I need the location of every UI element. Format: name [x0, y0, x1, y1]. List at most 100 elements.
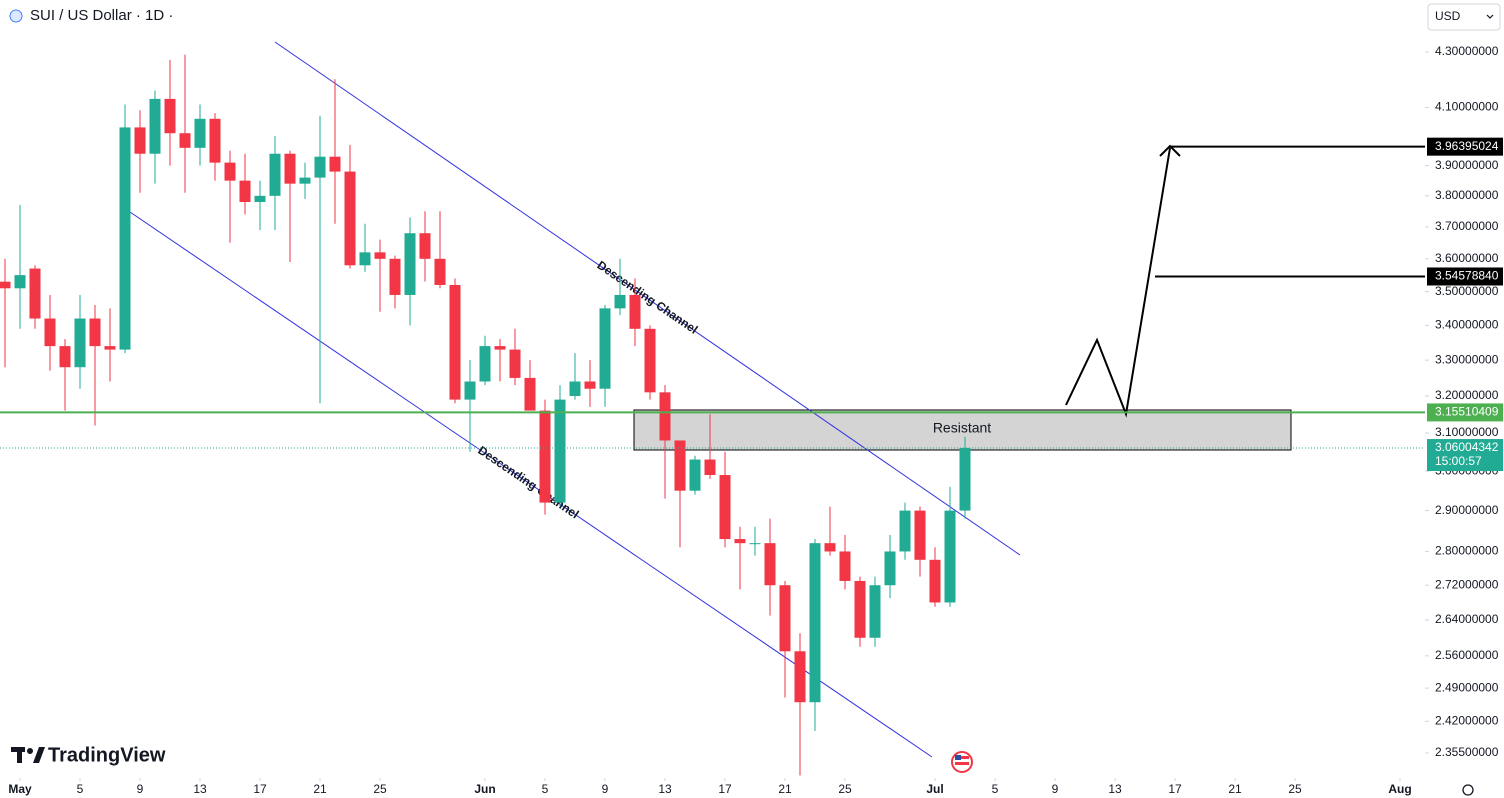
- candle-body: [299, 177, 311, 184]
- candle-body: [809, 543, 821, 703]
- y-tick-label: 2.80000000: [1435, 544, 1499, 558]
- candle-body: [179, 133, 191, 148]
- y-tick-label: 2.64000000: [1435, 612, 1499, 626]
- countdown-label: 15:00:57: [1435, 454, 1482, 468]
- candle-body: [59, 346, 71, 368]
- candle-body: [359, 252, 371, 266]
- y-tick-label: 3.20000000: [1435, 388, 1499, 402]
- price-tag-label: 3.15510409: [1435, 405, 1499, 419]
- x-tick-label: 21: [313, 782, 327, 796]
- candle-body: [779, 585, 791, 652]
- candle-body: [119, 127, 131, 350]
- y-tick-label: 4.10000000: [1435, 100, 1499, 114]
- x-tick-label: 21: [778, 782, 792, 796]
- y-tick-label: 3.50000000: [1435, 284, 1499, 298]
- candle-body: [719, 475, 731, 540]
- y-tick-label: 3.60000000: [1435, 251, 1499, 265]
- projection-path: [1065, 147, 1171, 418]
- candle-body: [44, 318, 56, 347]
- candle-body: [464, 381, 476, 400]
- candle-body: [284, 153, 296, 184]
- y-tick-label: 2.90000000: [1435, 503, 1499, 517]
- candle-body: [854, 580, 866, 638]
- x-tick-label: 5: [992, 782, 999, 796]
- settings-icon[interactable]: [1462, 784, 1474, 796]
- candle-body: [89, 318, 101, 347]
- last-price-tag: [1427, 439, 1503, 472]
- candle-body: [554, 399, 566, 503]
- y-tick-label: 2.56000000: [1435, 648, 1499, 662]
- candle-body: [239, 180, 251, 202]
- flag-stripe: [955, 762, 969, 765]
- candle-body: [794, 651, 806, 703]
- candle-body: [959, 448, 971, 511]
- x-tick-label: 17: [718, 782, 732, 796]
- candle-body: [224, 162, 236, 181]
- price-tag-label: 3.54578840: [1435, 269, 1499, 283]
- candle-body: [569, 381, 581, 396]
- currency-select[interactable]: [1427, 3, 1501, 31]
- candle-body: [449, 284, 461, 400]
- candle-body: [164, 98, 176, 134]
- x-tick-label: 25: [373, 782, 387, 796]
- brand-name: TradingView: [48, 744, 166, 766]
- candle-body: [314, 156, 326, 178]
- candle-body: [509, 349, 521, 378]
- candle-body: [629, 294, 641, 329]
- y-tick-label: 2.42000000: [1435, 713, 1499, 727]
- x-tick-label: 5: [77, 782, 84, 796]
- y-tick-label: 3.40000000: [1435, 318, 1499, 332]
- candle-body: [584, 381, 596, 389]
- price-tag-label: 3.96395024: [1435, 139, 1499, 153]
- candle-body: [944, 510, 956, 603]
- candle-body: [929, 559, 941, 603]
- candle-body: [74, 318, 86, 368]
- y-tick-label: 2.35500000: [1435, 745, 1499, 759]
- x-tick-label: Jun: [474, 782, 495, 796]
- y-tick-label: 2.49000000: [1435, 680, 1499, 694]
- y-tick-label: 3.70000000: [1435, 219, 1499, 233]
- currency-label[interactable]: USD: [1435, 9, 1461, 23]
- x-tick-label: 21: [1228, 782, 1242, 796]
- candle-body: [194, 118, 206, 148]
- candle-body: [29, 268, 41, 319]
- candle-body: [149, 98, 161, 154]
- candle-body: [209, 118, 221, 163]
- x-tick-label: 25: [1288, 782, 1302, 796]
- candle-body: [749, 543, 761, 545]
- candle-body: [899, 510, 911, 552]
- candle-body: [674, 440, 686, 491]
- x-tick-label: 9: [602, 782, 609, 796]
- candle-body: [614, 294, 626, 309]
- y-tick-label: 3.30000000: [1435, 352, 1499, 366]
- candle-body: [734, 539, 746, 544]
- chart-title: SUI / US Dollar · 1D ·: [30, 7, 173, 24]
- y-tick-label: 2.72000000: [1435, 577, 1499, 591]
- last-price-label: 3.06004342: [1435, 440, 1499, 454]
- channel-upper-line: [274, 41, 1021, 556]
- y-tick-label: 3.10000000: [1435, 425, 1499, 439]
- candle-body: [14, 275, 26, 289]
- candle-body: [914, 510, 926, 560]
- resistance-zone: [633, 409, 1292, 451]
- candle-body: [419, 233, 431, 259]
- candle-body: [524, 377, 536, 411]
- flag-stripe: [955, 756, 969, 759]
- candle-body: [884, 551, 896, 586]
- candle-body: [479, 346, 491, 382]
- logo-stem: [17, 747, 22, 763]
- candle-body: [659, 392, 671, 441]
- y-tick-label: 4.30000000: [1435, 44, 1499, 58]
- x-tick-label: May: [8, 782, 32, 796]
- logo-dot: [27, 748, 33, 754]
- resistance-label: Resistant: [933, 420, 991, 436]
- candle-body: [269, 153, 281, 196]
- brand-logo: [11, 747, 45, 763]
- candle-body: [839, 551, 851, 581]
- x-tick-label: 9: [1052, 782, 1059, 796]
- x-tick-label: 13: [193, 782, 207, 796]
- candle-body: [539, 410, 551, 503]
- x-tick-label: 13: [658, 782, 672, 796]
- candle-body: [869, 585, 881, 638]
